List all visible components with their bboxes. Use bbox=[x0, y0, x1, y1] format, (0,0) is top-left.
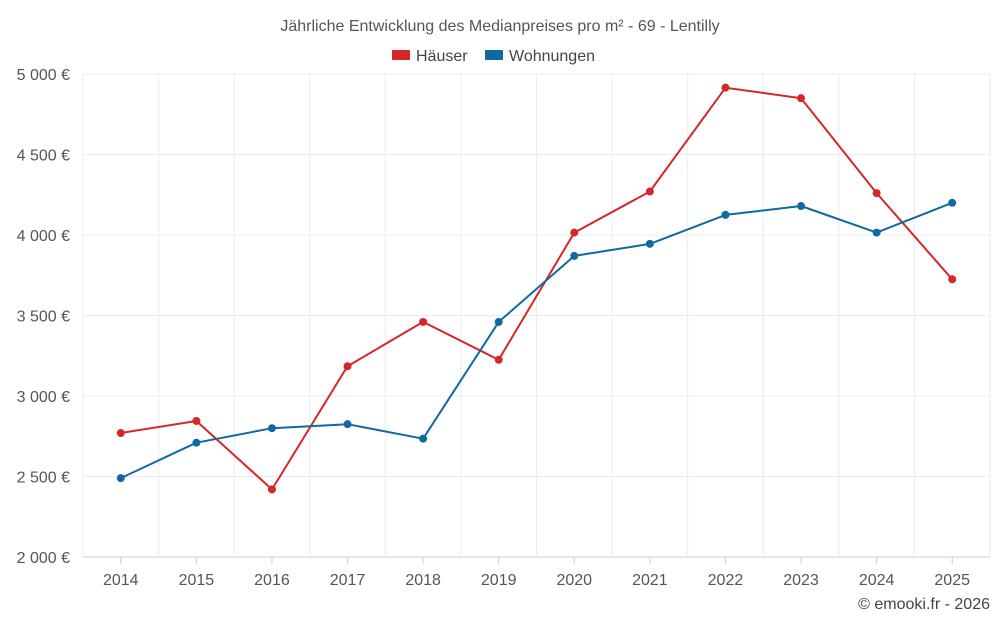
data-point[interactable] bbox=[721, 210, 730, 219]
series-wohnungen bbox=[116, 198, 957, 483]
x-tick-label: 2022 bbox=[708, 572, 744, 589]
y-tick-label: 3 000 € bbox=[17, 389, 70, 406]
legend-swatch bbox=[392, 50, 410, 60]
x-tick-label: 2021 bbox=[632, 572, 668, 589]
grid-layer bbox=[82, 73, 991, 558]
series-layer bbox=[116, 83, 957, 494]
credit-text: © emooki.fr - 2026 bbox=[858, 596, 990, 613]
x-tick-label: 2024 bbox=[859, 572, 895, 589]
data-point[interactable] bbox=[797, 94, 806, 103]
y-tick-label: 3 500 € bbox=[17, 309, 70, 326]
data-point[interactable] bbox=[872, 189, 881, 198]
series-line bbox=[120, 86, 953, 491]
data-point[interactable] bbox=[343, 362, 352, 371]
data-point[interactable] bbox=[570, 228, 579, 237]
data-point[interactable] bbox=[494, 355, 503, 364]
series-line bbox=[120, 201, 953, 480]
x-tick-label: 2025 bbox=[934, 572, 970, 589]
data-point[interactable] bbox=[570, 251, 579, 260]
data-point[interactable] bbox=[116, 429, 125, 438]
legend-item[interactable]: Wohnungen bbox=[485, 48, 595, 65]
series-haeuser bbox=[116, 83, 957, 494]
legend[interactable]: Häuser Wohnungen bbox=[392, 48, 595, 65]
data-point[interactable] bbox=[419, 434, 428, 443]
x-tick-label: 2016 bbox=[254, 572, 290, 589]
data-point[interactable] bbox=[948, 275, 957, 284]
y-tick-label: 2 000 € bbox=[17, 550, 70, 567]
data-point[interactable] bbox=[645, 239, 654, 248]
data-point[interactable] bbox=[267, 424, 276, 433]
data-point[interactable] bbox=[192, 416, 201, 425]
x-tick-label: 2020 bbox=[556, 572, 592, 589]
y-tick-label: 5 000 € bbox=[17, 67, 70, 84]
x-tick-label: 2017 bbox=[330, 572, 366, 589]
data-point[interactable] bbox=[721, 83, 730, 92]
x-tick-label: 2018 bbox=[405, 572, 441, 589]
y-tick-label: 2 500 € bbox=[17, 470, 70, 487]
x-tick-label: 2023 bbox=[783, 572, 819, 589]
data-point[interactable] bbox=[494, 317, 503, 326]
data-point[interactable] bbox=[645, 187, 654, 196]
axis-layer: 2 000 € 2 500 € 3 000 € 3 500 € 4 000 € 4 500… bbox=[17, 67, 970, 589]
data-point[interactable] bbox=[797, 202, 806, 211]
data-point[interactable] bbox=[192, 438, 201, 447]
data-point[interactable] bbox=[343, 420, 352, 429]
y-tick-label: 4 500 € bbox=[17, 148, 70, 165]
legend-label: Häuser bbox=[416, 48, 468, 65]
data-point[interactable] bbox=[419, 317, 428, 326]
data-point[interactable] bbox=[267, 485, 276, 494]
legend-swatch bbox=[485, 50, 503, 60]
x-tick-label: 2015 bbox=[179, 572, 215, 589]
y-tick-label: 4 000 € bbox=[17, 228, 70, 245]
x-tick-label: 2014 bbox=[103, 572, 139, 589]
chart-title: Jährliche Entwicklung des Medianpreises … bbox=[280, 18, 719, 35]
data-point[interactable] bbox=[116, 474, 125, 483]
data-point[interactable] bbox=[872, 228, 881, 237]
legend-item[interactable]: Häuser bbox=[392, 48, 468, 65]
legend-label: Wohnungen bbox=[509, 48, 595, 65]
data-point[interactable] bbox=[948, 198, 957, 207]
x-tick-label: 2019 bbox=[481, 572, 517, 589]
